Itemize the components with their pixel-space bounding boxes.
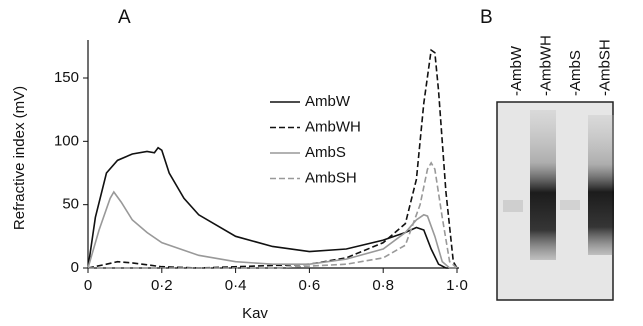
- x-tick-label: 0·4: [225, 277, 247, 294]
- lane-label: -AmbS: [567, 50, 584, 96]
- gel-lane-labels: -AmbW -AmbWH -AmbS -AmbSH: [508, 35, 614, 96]
- gel-band: [530, 110, 556, 260]
- lane-label: -AmbWH: [537, 35, 554, 96]
- x-tick-label: 0·8: [372, 277, 394, 294]
- gel-band: [560, 200, 580, 210]
- legend-label: AmbWH: [305, 118, 361, 135]
- y-tick-label: 150: [54, 69, 79, 86]
- data-line: [88, 192, 457, 268]
- legend-label: AmbW: [305, 93, 351, 110]
- data-line: [88, 148, 457, 268]
- y-tick-label: 100: [54, 132, 79, 149]
- page: {"chart_data": {"type": "line", "panel_l…: [0, 0, 643, 326]
- x-axis-label: Kav: [242, 305, 268, 322]
- gel-image: [497, 102, 614, 300]
- x-tick-label: 1·0: [446, 277, 468, 294]
- plot-area: [88, 50, 457, 268]
- gel-band: [503, 200, 523, 212]
- lane-label: -AmbW: [508, 45, 525, 96]
- panel-label: B: [480, 7, 493, 28]
- y-tick-label: 50: [62, 196, 79, 213]
- y-axis-label: Refractive index (mV): [11, 86, 28, 230]
- figure: A Kav Refractive index (mV) B -AmbW-AmbW…: [0, 0, 643, 326]
- gel-band: [588, 115, 614, 255]
- legend-label: AmbS: [305, 144, 346, 161]
- y-tick-label: 0: [71, 259, 79, 276]
- x-tick-label: 0·6: [299, 277, 321, 294]
- x-tick-label: 0: [84, 277, 92, 294]
- x-tick-label: 0·2: [151, 277, 173, 294]
- lane-label: -AmbSH: [596, 39, 613, 96]
- legend-label: AmbSH: [305, 169, 357, 186]
- panel-label: A: [118, 7, 131, 28]
